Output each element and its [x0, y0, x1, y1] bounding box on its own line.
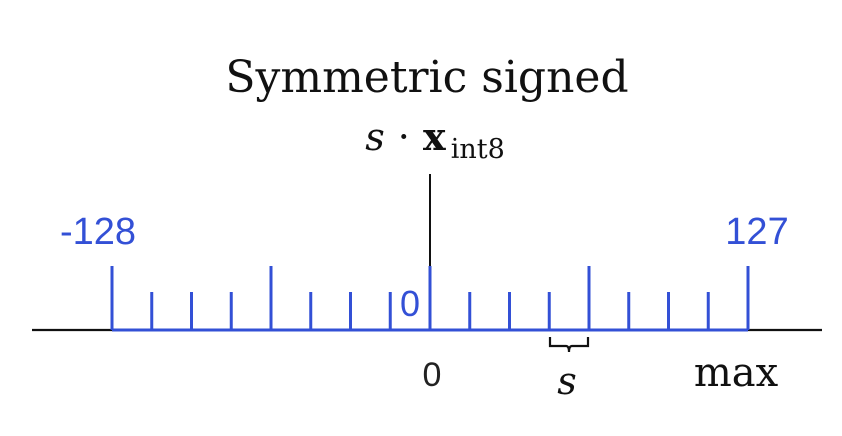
formula-variable: x — [423, 114, 446, 159]
diagram-title: Symmetric signed — [225, 52, 628, 103]
formula-label: s · x int8 — [365, 114, 505, 165]
zero-quantized-label: 0 — [400, 283, 420, 324]
formula-scale-symbol: s — [365, 115, 385, 159]
tick-marks — [110, 266, 750, 330]
formula-subscript: int8 — [451, 134, 505, 165]
max-value-label: 127 — [725, 211, 788, 253]
step-brace — [548, 337, 590, 353]
formula-dot: · — [398, 115, 410, 159]
max-real-label: max — [694, 350, 779, 396]
min-value-label: -128 — [60, 211, 136, 253]
step-size-label: s — [557, 359, 577, 403]
zero-real-label: 0 — [423, 356, 442, 394]
